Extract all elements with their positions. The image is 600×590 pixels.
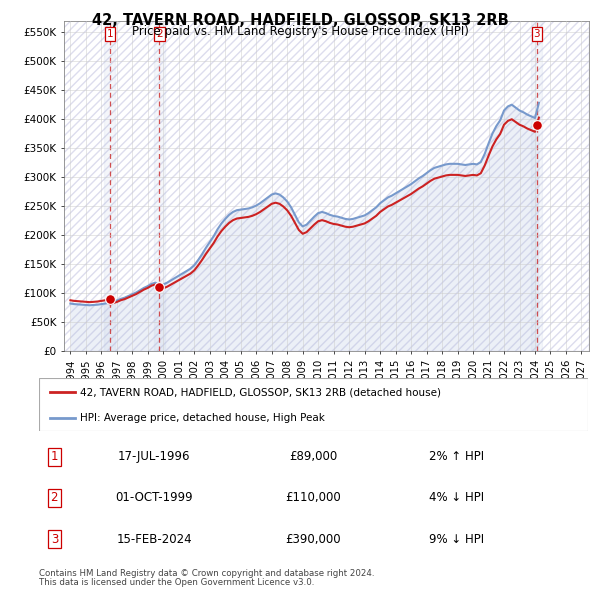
Text: 42, TAVERN ROAD, HADFIELD, GLOSSOP, SK13 2RB: 42, TAVERN ROAD, HADFIELD, GLOSSOP, SK13… xyxy=(92,13,508,28)
FancyBboxPatch shape xyxy=(39,378,588,431)
Text: 01-OCT-1999: 01-OCT-1999 xyxy=(115,491,193,504)
Text: 1: 1 xyxy=(50,450,58,463)
Text: This data is licensed under the Open Government Licence v3.0.: This data is licensed under the Open Gov… xyxy=(39,578,314,587)
Bar xyxy=(104,21,115,351)
Text: £390,000: £390,000 xyxy=(286,533,341,546)
Text: Price paid vs. HM Land Registry's House Price Index (HPI): Price paid vs. HM Land Registry's House … xyxy=(131,25,469,38)
Text: 4% ↓ HPI: 4% ↓ HPI xyxy=(428,491,484,504)
Text: 2: 2 xyxy=(156,29,163,39)
Text: 17-JUL-1996: 17-JUL-1996 xyxy=(118,450,191,463)
Text: £110,000: £110,000 xyxy=(286,491,341,504)
Bar xyxy=(154,21,165,351)
Text: 2% ↑ HPI: 2% ↑ HPI xyxy=(428,450,484,463)
Text: 3: 3 xyxy=(533,29,540,39)
Bar xyxy=(532,21,542,351)
Text: 3: 3 xyxy=(50,533,58,546)
Text: 2: 2 xyxy=(50,491,58,504)
Text: 42, TAVERN ROAD, HADFIELD, GLOSSOP, SK13 2RB (detached house): 42, TAVERN ROAD, HADFIELD, GLOSSOP, SK13… xyxy=(80,388,441,398)
Text: 15-FEB-2024: 15-FEB-2024 xyxy=(116,533,192,546)
Text: HPI: Average price, detached house, High Peak: HPI: Average price, detached house, High… xyxy=(80,413,325,423)
Text: £89,000: £89,000 xyxy=(289,450,338,463)
Text: 9% ↓ HPI: 9% ↓ HPI xyxy=(428,533,484,546)
Text: Contains HM Land Registry data © Crown copyright and database right 2024.: Contains HM Land Registry data © Crown c… xyxy=(39,569,374,578)
Text: 1: 1 xyxy=(106,29,113,39)
